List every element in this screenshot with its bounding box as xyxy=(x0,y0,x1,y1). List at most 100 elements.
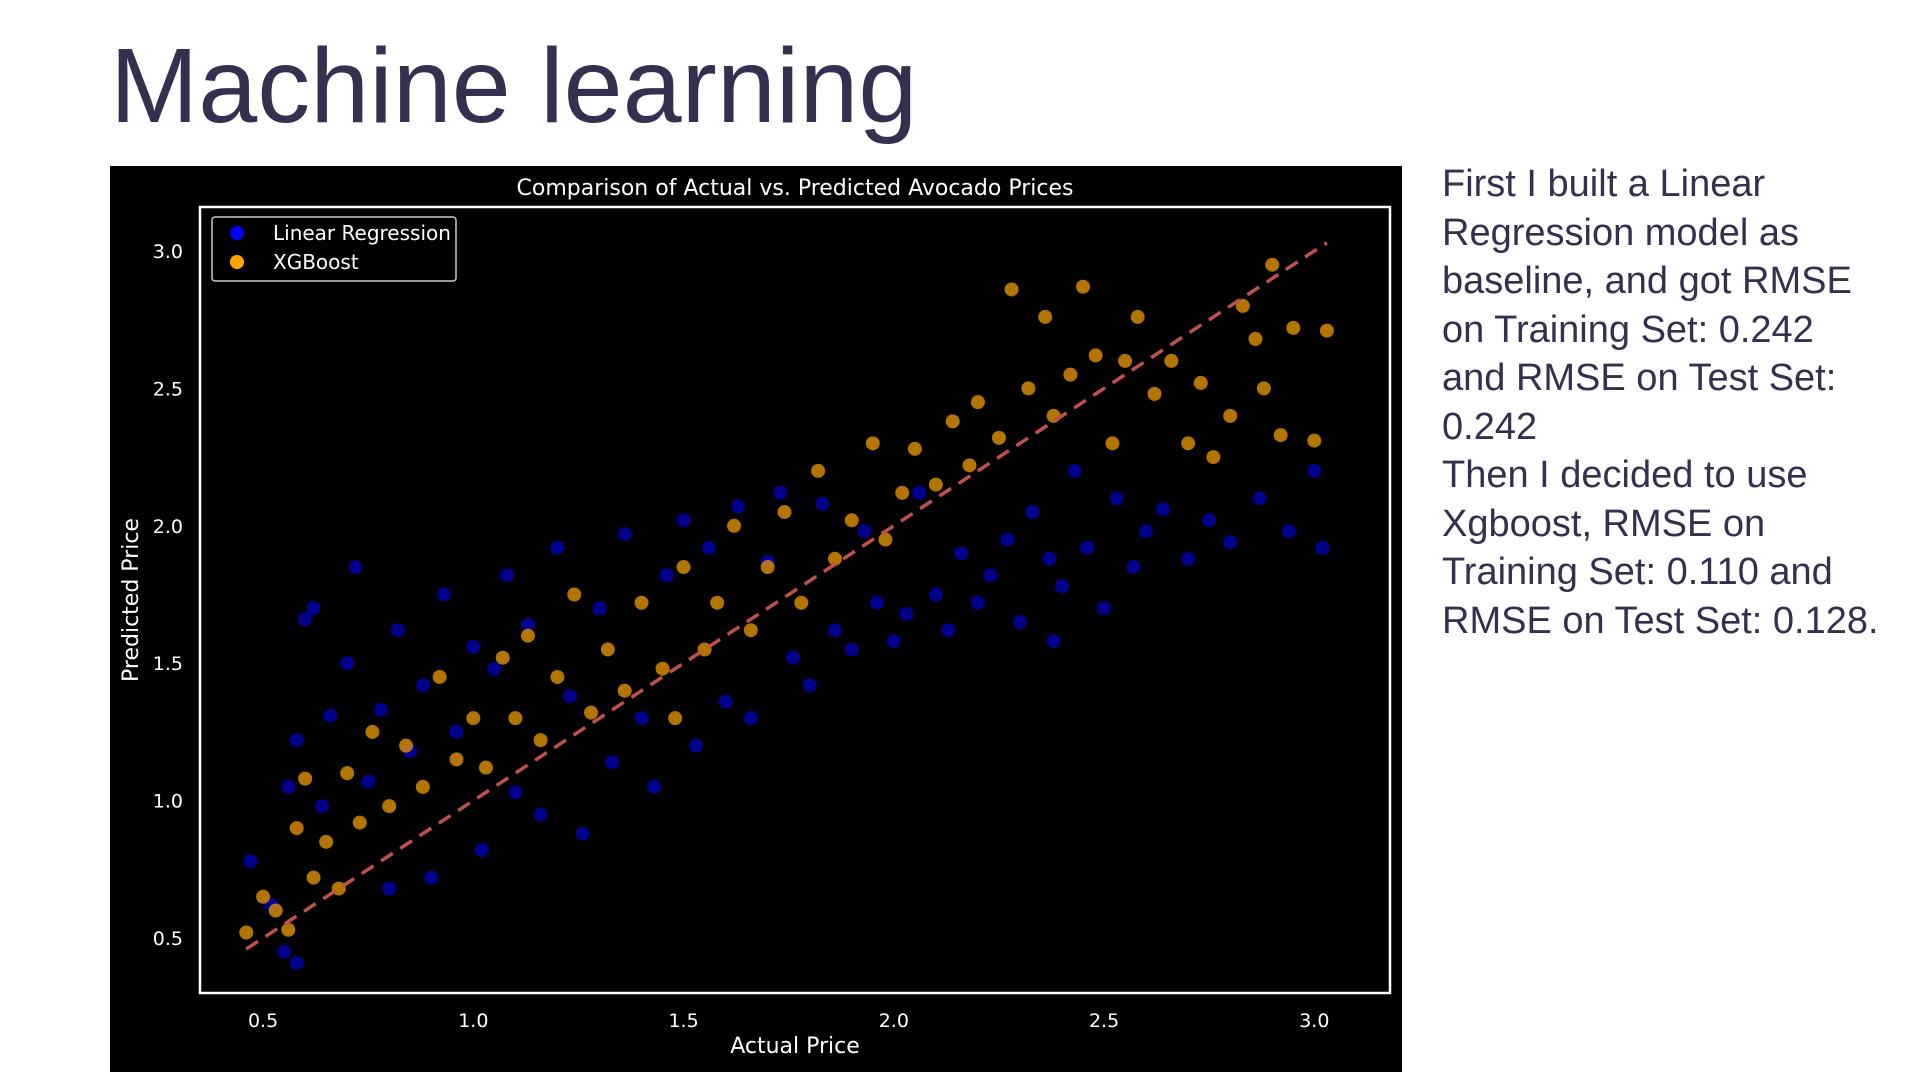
point-xgboost xyxy=(1076,279,1091,294)
point-xgboost xyxy=(1046,408,1061,423)
point-linear-regression xyxy=(563,689,578,704)
x-tick-label: 1.0 xyxy=(458,1010,488,1032)
point-xgboost xyxy=(743,623,758,638)
point-xgboost xyxy=(1004,282,1019,297)
point-linear-regression xyxy=(1155,502,1170,517)
point-xgboost xyxy=(1193,375,1208,390)
point-linear-regression xyxy=(718,694,733,709)
point-xgboost xyxy=(352,815,367,830)
x-tick-label: 2.5 xyxy=(1089,1010,1119,1032)
point-xgboost xyxy=(508,711,523,726)
point-xgboost xyxy=(710,595,725,610)
point-xgboost xyxy=(1319,323,1334,338)
point-linear-regression xyxy=(844,642,859,657)
point-xgboost xyxy=(970,395,985,410)
point-xgboost xyxy=(1118,353,1133,368)
y-tick-label: 1.0 xyxy=(153,791,183,813)
point-linear-regression xyxy=(1097,601,1112,616)
point-xgboost xyxy=(399,738,414,753)
x-tick-label: 2.0 xyxy=(879,1010,909,1032)
point-linear-regression xyxy=(785,650,800,665)
point-linear-regression xyxy=(886,634,901,649)
point-linear-regression xyxy=(1126,560,1141,575)
point-xgboost xyxy=(634,595,649,610)
legend-label-xgboost: XGBoost xyxy=(273,250,359,274)
point-linear-regression xyxy=(605,755,620,770)
point-linear-regression xyxy=(449,724,464,739)
description-text: First I built a Linear Regression model … xyxy=(1442,163,1879,642)
point-xgboost xyxy=(1265,257,1280,272)
point-xgboost xyxy=(319,834,334,849)
point-xgboost xyxy=(1273,428,1288,443)
point-xgboost xyxy=(794,595,809,610)
x-tick-label: 0.5 xyxy=(248,1010,278,1032)
point-linear-regression xyxy=(289,955,304,970)
point-xgboost xyxy=(550,669,565,684)
point-linear-regression xyxy=(436,587,451,602)
point-xgboost xyxy=(962,458,977,473)
point-linear-regression xyxy=(912,485,927,500)
y-tick-label: 0.5 xyxy=(153,928,183,950)
point-xgboost xyxy=(306,870,321,885)
point-xgboost xyxy=(1256,381,1271,396)
point-linear-regression xyxy=(361,774,376,789)
point-xgboost xyxy=(256,889,271,904)
point-linear-regression xyxy=(941,623,956,638)
point-xgboost xyxy=(1147,386,1162,401)
point-xgboost xyxy=(1088,348,1103,363)
point-linear-regression xyxy=(348,560,363,575)
x-axis-label: Actual Price xyxy=(730,1034,860,1059)
point-xgboost xyxy=(382,799,397,814)
point-xgboost xyxy=(533,733,548,748)
point-linear-regression xyxy=(533,807,548,822)
point-linear-regression xyxy=(689,738,704,753)
point-linear-regression xyxy=(928,587,943,602)
series-linear-regression xyxy=(243,463,1330,970)
point-xgboost xyxy=(878,532,893,547)
y-tick-label: 2.0 xyxy=(153,516,183,538)
point-linear-regression xyxy=(802,678,817,693)
point-linear-regression xyxy=(983,568,998,583)
point-linear-regression xyxy=(1055,579,1070,594)
point-xgboost xyxy=(600,642,615,657)
point-xgboost xyxy=(584,705,599,720)
point-xgboost xyxy=(865,436,880,451)
point-linear-regression xyxy=(243,854,258,869)
point-linear-regression xyxy=(1252,491,1267,506)
point-xgboost xyxy=(567,587,582,602)
point-linear-regression xyxy=(659,568,674,583)
point-xgboost xyxy=(727,518,742,533)
point-linear-regression xyxy=(314,799,329,814)
point-linear-regression xyxy=(592,601,607,616)
point-linear-regression xyxy=(323,708,338,723)
point-xgboost xyxy=(907,441,922,456)
point-xgboost xyxy=(415,779,430,794)
point-linear-regression xyxy=(474,843,489,858)
point-linear-regression xyxy=(1223,535,1238,550)
point-linear-regression xyxy=(306,601,321,616)
point-linear-regression xyxy=(382,881,397,896)
point-xgboost xyxy=(340,766,355,781)
point-linear-regression xyxy=(1181,551,1196,566)
point-linear-regression xyxy=(390,623,405,638)
point-linear-regression xyxy=(289,733,304,748)
point-linear-regression xyxy=(634,711,649,726)
point-xgboost xyxy=(1038,309,1053,324)
point-xgboost xyxy=(1021,381,1036,396)
point-xgboost xyxy=(466,711,481,726)
point-linear-regression xyxy=(743,711,758,726)
point-linear-regression xyxy=(815,496,830,511)
point-xgboost xyxy=(676,560,691,575)
plot-area-frame xyxy=(198,205,1392,995)
point-xgboost xyxy=(1063,367,1078,382)
legend-marker-linear-regression xyxy=(230,226,244,240)
point-linear-regression xyxy=(954,546,969,561)
point-linear-regression xyxy=(499,568,514,583)
point-xgboost xyxy=(945,414,960,429)
reference-line xyxy=(245,241,1328,951)
chart-panel: Comparison of Actual vs. Predicted Avoca… xyxy=(110,166,1402,1072)
point-xgboost xyxy=(268,903,283,918)
y-axis-label: Predicted Price xyxy=(119,518,144,682)
point-linear-regression xyxy=(773,485,788,500)
point-xgboost xyxy=(1223,408,1238,423)
